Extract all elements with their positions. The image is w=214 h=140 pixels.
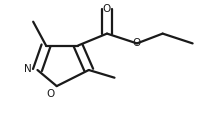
- Text: O: O: [46, 89, 54, 99]
- Text: N: N: [24, 64, 32, 74]
- Text: O: O: [133, 38, 141, 48]
- Text: O: O: [103, 4, 111, 14]
